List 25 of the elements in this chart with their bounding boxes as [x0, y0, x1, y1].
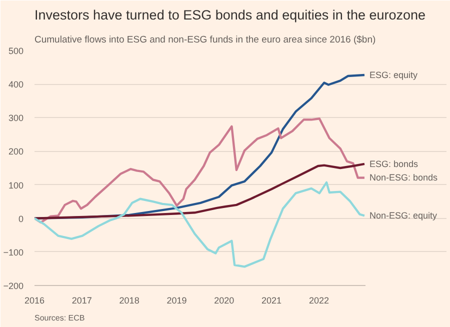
x-tick-label: 2018: [119, 296, 140, 306]
x-tick-label: 2020: [214, 296, 234, 306]
y-tick-label: 200: [8, 146, 24, 157]
x-tick-label: 2016: [24, 296, 45, 306]
series-label: ESG: equity: [369, 70, 418, 80]
y-tick-label: 0: [18, 214, 24, 224]
y-tick-label: 400: [8, 80, 24, 90]
x-tick-label: 2022: [308, 296, 329, 306]
y-tick-label: −100: [3, 247, 24, 258]
series-label: Non-ESG: bonds: [369, 172, 438, 183]
series-label: Non-ESG: equity: [369, 210, 438, 221]
x-tick-label: 2019: [166, 296, 187, 306]
x-tick-label: 2021: [262, 296, 282, 306]
line-series: [34, 118, 366, 224]
y-tick-label: 100: [8, 180, 24, 190]
y-tick-label: 300: [8, 113, 24, 124]
y-tick-label: 500: [8, 46, 24, 56]
y-tick-label: −200: [3, 281, 24, 291]
chart-subtitle: Cumulative flows into ESG and non-ESG funds in the euro area since 2016 ($bn): [34, 34, 376, 46]
series-label: ESG: bonds: [369, 158, 419, 169]
line-series: [34, 162, 366, 220]
line-series: [34, 181, 366, 268]
x-tick-label: 2017: [72, 296, 92, 306]
source-note: Sources: ECB: [34, 314, 85, 322]
chart-title: Investors have turned to ESG bonds and equities in the eurozone: [34, 8, 426, 22]
